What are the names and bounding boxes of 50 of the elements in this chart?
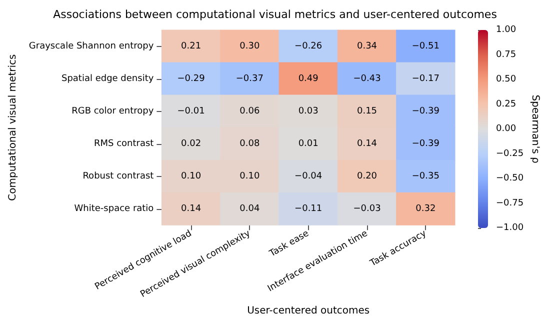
color-bar-title: Spearman's ρ bbox=[530, 94, 540, 164]
y-tick-label: Grayscale Shannon entropy bbox=[28, 41, 154, 52]
data-label: −0.17 bbox=[412, 74, 440, 84]
data-label: 0.10 bbox=[240, 171, 260, 182]
data-label: 0.14 bbox=[356, 138, 378, 149]
data-label: −0.26 bbox=[294, 41, 322, 52]
data-label: 0.04 bbox=[240, 204, 260, 214]
data-label: 0.30 bbox=[240, 41, 260, 52]
data-label: −0.11 bbox=[294, 204, 322, 214]
data-label: −0.04 bbox=[294, 171, 322, 182]
data-label: −0.39 bbox=[412, 138, 440, 149]
data-label: −0.37 bbox=[236, 74, 264, 84]
color-bar-label: 0.25 bbox=[496, 99, 516, 110]
color-bar-label: −0.50 bbox=[496, 174, 524, 184]
data-label: 0.14 bbox=[181, 204, 202, 214]
data-label: −0.35 bbox=[412, 171, 440, 182]
color-bar-label: −1.00 bbox=[496, 223, 524, 233]
data-label: 0.02 bbox=[181, 138, 202, 149]
data-label: 0.10 bbox=[181, 171, 202, 182]
data-label: 0.20 bbox=[356, 171, 378, 182]
data-label: −0.43 bbox=[353, 74, 381, 84]
color-bar-label: 0.00 bbox=[496, 124, 516, 134]
x-axis-title: User-centered outcomes bbox=[247, 306, 370, 316]
data-label: −0.03 bbox=[353, 204, 381, 214]
y-tick-label: Spatial edge density bbox=[61, 74, 154, 84]
y-tick-label: RGB color entropy bbox=[72, 106, 154, 116]
data-label: 0.01 bbox=[298, 138, 318, 149]
data-label: −0.01 bbox=[177, 106, 205, 116]
y-tick-label: White-space ratio bbox=[74, 204, 154, 214]
color-bar-label: −0.25 bbox=[496, 148, 524, 159]
chart-title: Associations between computational visual metrics and user-centered outcomes bbox=[53, 8, 498, 21]
y-tick-label: Robust contrast bbox=[82, 171, 154, 182]
color-bar-label: 0.50 bbox=[496, 74, 516, 84]
y-axis-title: Computational visual metrics bbox=[8, 54, 18, 201]
data-label: −0.39 bbox=[412, 106, 440, 116]
color-bar-label: −0.75 bbox=[496, 198, 524, 208]
y-tick-label: RMS contrast bbox=[94, 138, 154, 149]
data-label: 0.49 bbox=[298, 74, 319, 84]
data-label: 0.21 bbox=[181, 41, 202, 52]
x-tick-label: Task ease bbox=[267, 228, 312, 260]
data-label: −0.29 bbox=[177, 74, 206, 84]
data-label: 0.34 bbox=[356, 41, 378, 52]
data-label: 0.15 bbox=[356, 106, 378, 116]
data-label: 0.03 bbox=[298, 106, 318, 116]
data-label: 0.32 bbox=[416, 204, 436, 214]
color-bar-label: 1.00 bbox=[496, 25, 516, 35]
data-label: 0.08 bbox=[240, 138, 260, 149]
data-label: 0.06 bbox=[240, 106, 260, 116]
data-label: −0.51 bbox=[412, 41, 440, 52]
color-bar-label: 0.75 bbox=[496, 50, 516, 60]
